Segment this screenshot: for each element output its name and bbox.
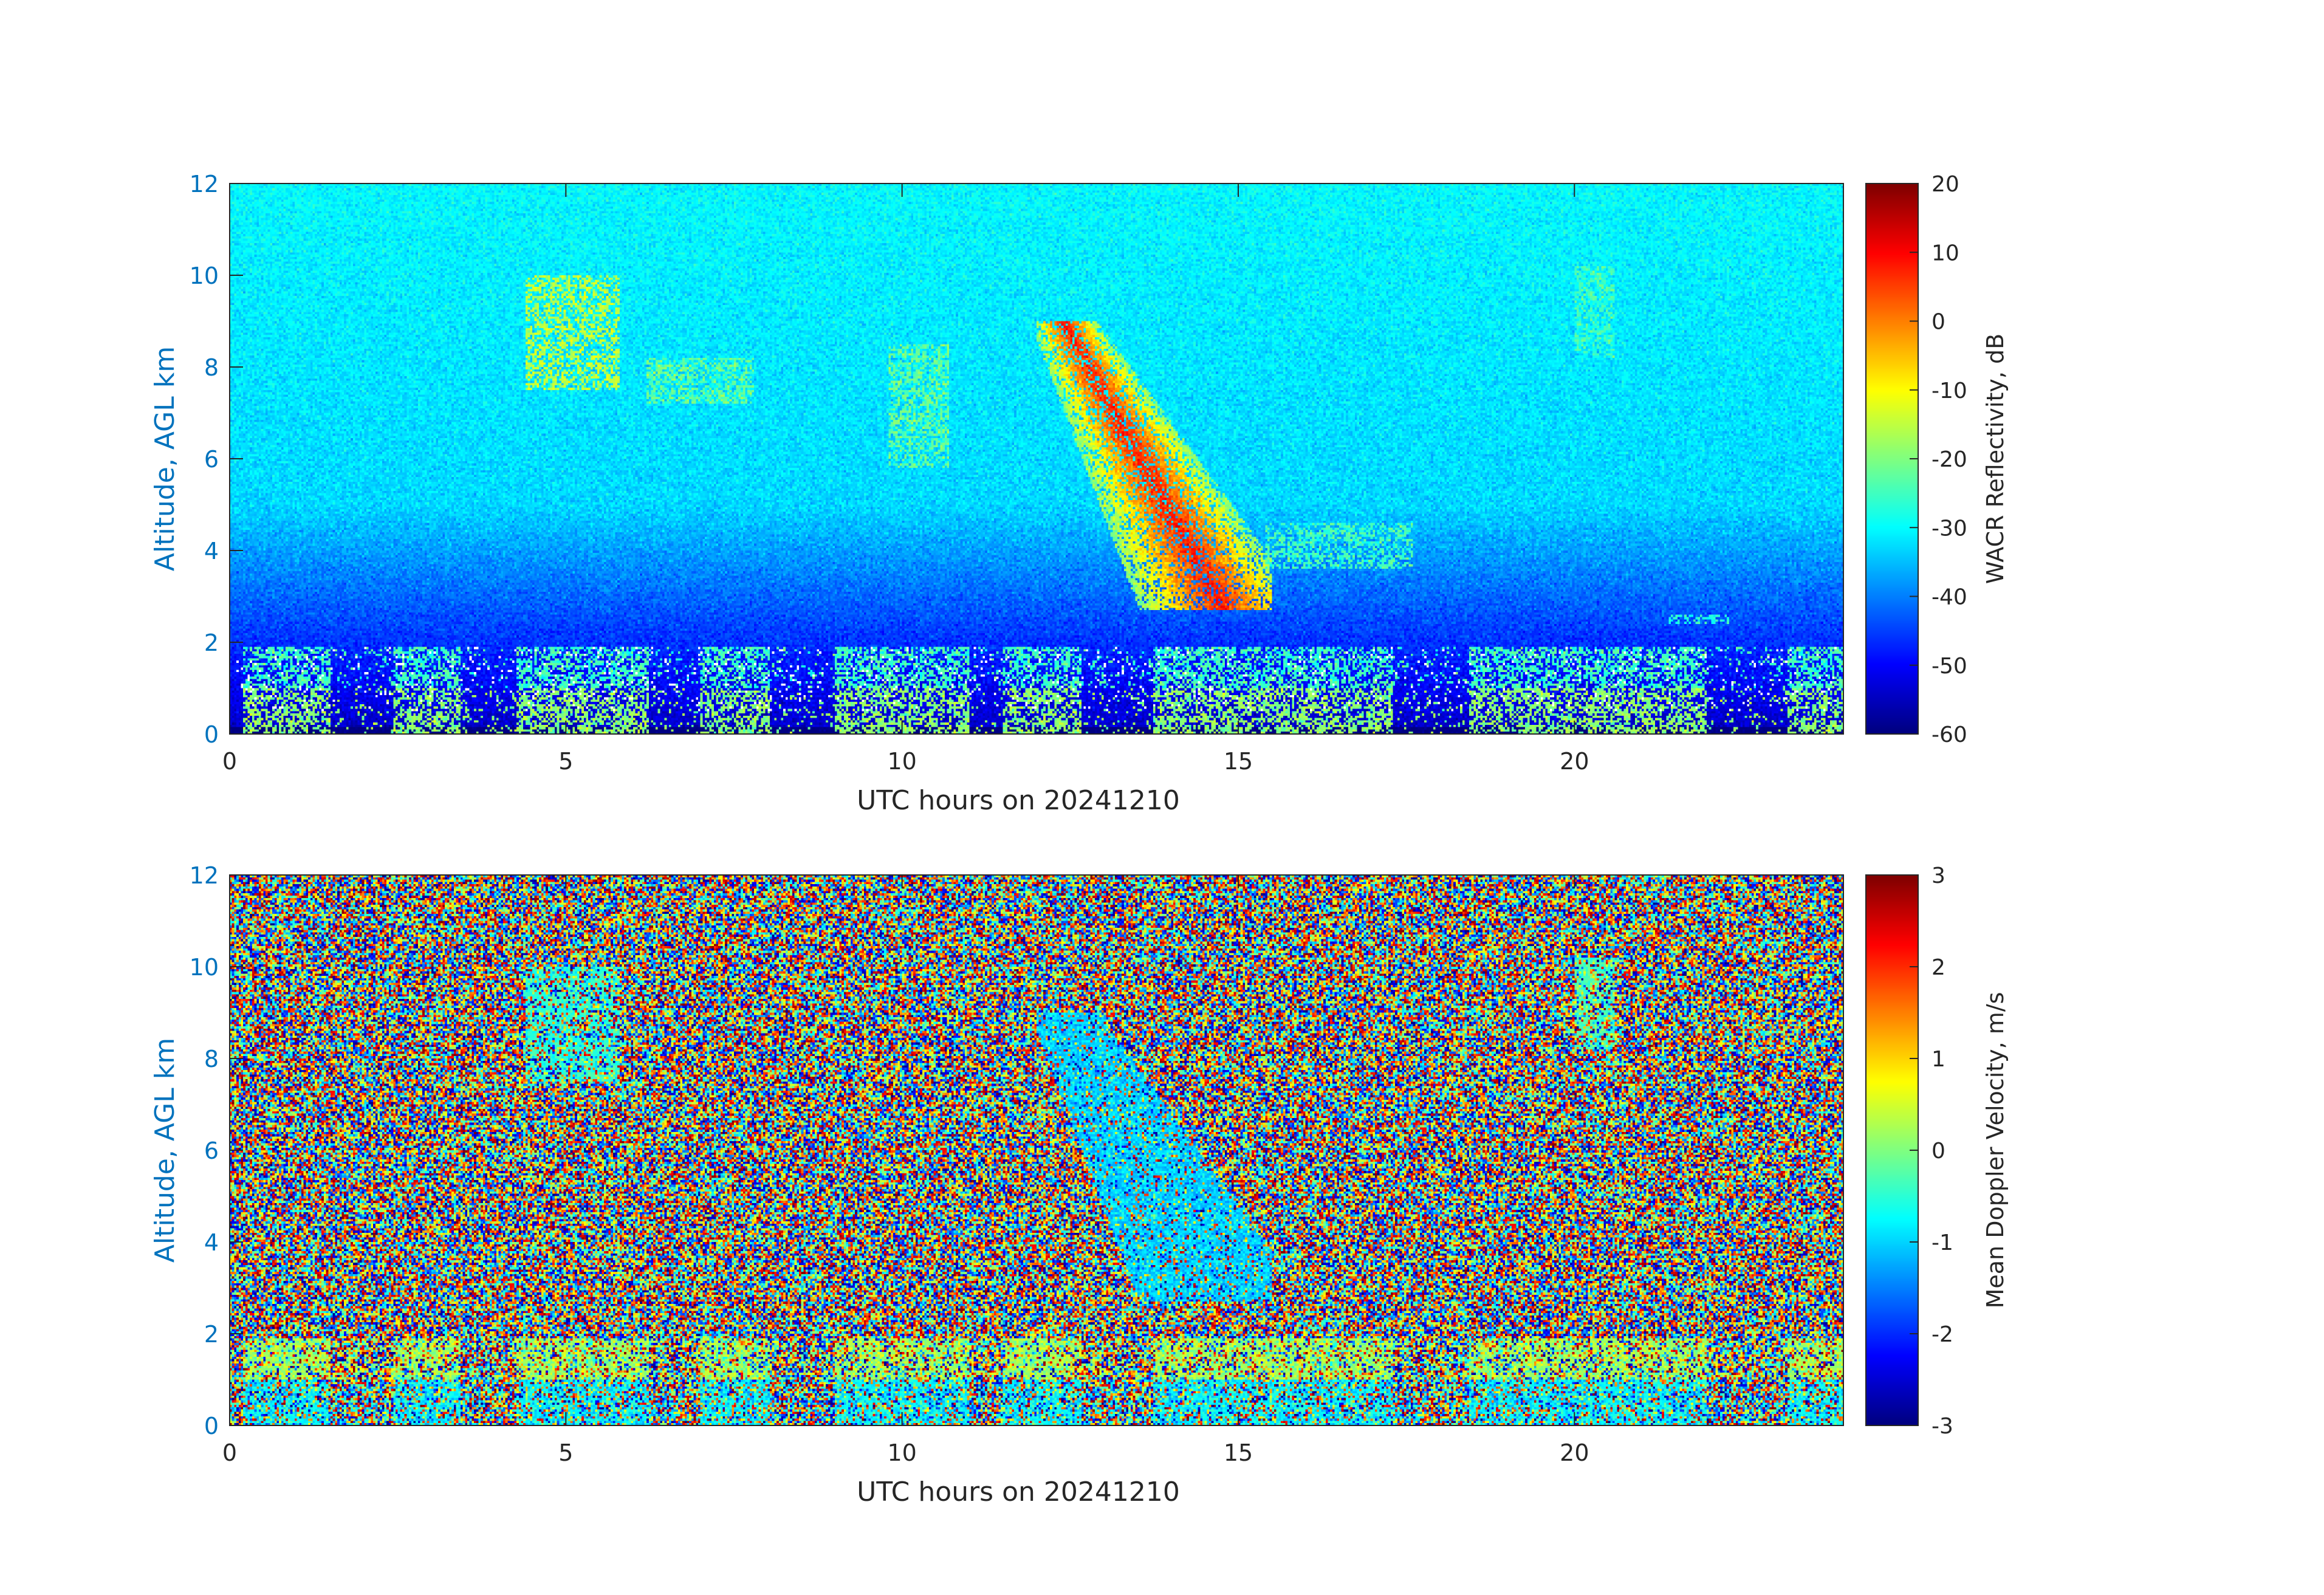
plot-frame-1: [229, 874, 1844, 1426]
x-tick-label: 10: [887, 1439, 916, 1466]
colorbar-tick-label: 1: [1932, 1047, 1945, 1072]
x-tick-label: 20: [1560, 1439, 1589, 1466]
x-axis-label: UTC hours on 20241210: [857, 785, 1180, 816]
colorbar-tick-label: 0: [1932, 1139, 1945, 1164]
colorbar-tick-label: -50: [1932, 654, 1967, 679]
colorbar-tick-label: -20: [1932, 447, 1967, 472]
y-tick-label: 2: [204, 629, 219, 656]
colorbar-tick-label: -3: [1932, 1414, 1953, 1439]
x-axis-label: UTC hours on 20241210: [857, 1477, 1180, 1508]
y-tick-label: 6: [204, 1137, 219, 1164]
colorbar-tick-label: -40: [1932, 585, 1967, 610]
colorbar-tick-label: -1: [1932, 1230, 1953, 1255]
y-tick-label: 6: [204, 446, 219, 473]
x-tick-label: 20: [1560, 748, 1589, 775]
y-axis-label: Altitude, AGL km: [149, 346, 180, 571]
colorbar-tick-label: 0: [1932, 310, 1945, 335]
y-tick-label: 12: [190, 171, 219, 197]
y-tick-label: 8: [204, 354, 219, 381]
plot-frame-0: [229, 183, 1844, 735]
y-tick-label: 2: [204, 1321, 219, 1348]
reflectivity-heatmap: [230, 184, 1843, 734]
x-tick-label: 0: [222, 1439, 237, 1466]
doppler-velocity-colorbar: [1866, 875, 1918, 1425]
x-tick-label: 15: [1224, 1439, 1253, 1466]
colorbar-tick-label: -60: [1932, 722, 1967, 747]
colorbar-tick-label: 20: [1932, 172, 1959, 197]
x-tick-label: 5: [558, 748, 573, 775]
colorbar-label: Mean Doppler Velocity, m/s: [1982, 992, 2009, 1309]
x-tick-label: 10: [887, 748, 916, 775]
y-tick-label: 10: [190, 954, 219, 981]
y-tick-label: 0: [204, 1413, 219, 1439]
colorbar-tick-label: 10: [1932, 241, 1959, 266]
y-axis-label: Altitude, AGL km: [149, 1038, 180, 1263]
x-tick-label: 15: [1224, 748, 1253, 775]
y-tick-label: 10: [190, 262, 219, 289]
colorbar-tick-label: -30: [1932, 516, 1967, 541]
y-tick-label: 0: [204, 721, 219, 748]
colorbar-tick-label: 2: [1932, 955, 1945, 980]
doppler-velocity-heatmap: [230, 875, 1843, 1425]
colorbar-tick-label: 3: [1932, 863, 1945, 888]
y-tick-label: 4: [204, 1229, 219, 1256]
y-tick-label: 12: [190, 862, 219, 889]
y-tick-label: 8: [204, 1046, 219, 1072]
x-tick-label: 0: [222, 748, 237, 775]
reflectivity-colorbar: [1866, 184, 1918, 734]
colorbar-label: WACR Reflectivity, dB: [1982, 334, 2009, 584]
x-tick-label: 5: [558, 1439, 573, 1466]
colorbar-tick-label: -2: [1932, 1322, 1953, 1347]
y-tick-label: 4: [204, 538, 219, 564]
colorbar-tick-label: -10: [1932, 379, 1967, 403]
